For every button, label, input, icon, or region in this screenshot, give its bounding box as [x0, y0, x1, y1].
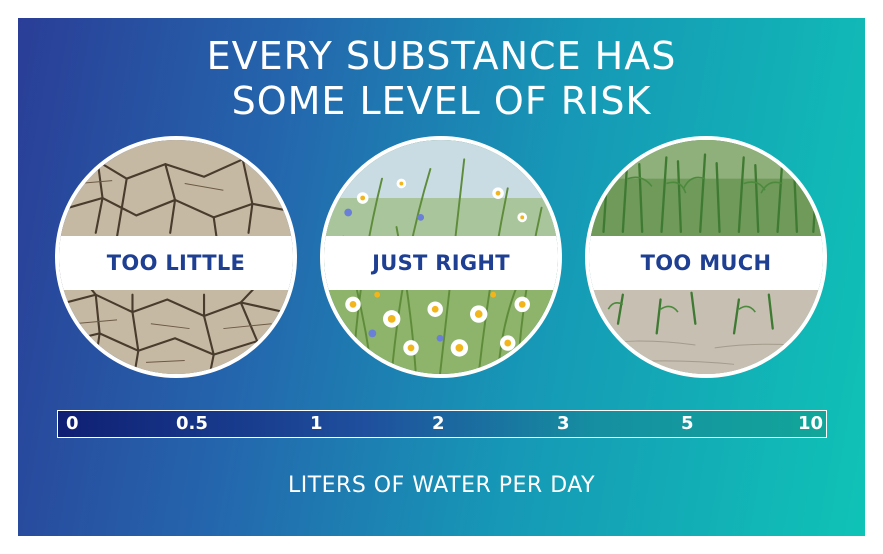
too-much-label-band: TOO MUCH: [589, 236, 823, 290]
title-line-2: SOME LEVEL OF RISK: [231, 79, 652, 123]
scale-tick-1: 1: [310, 413, 323, 434]
title-line-1: EVERY SUBSTANCE HAS: [206, 34, 677, 78]
scale-tick-0-5: 0.5: [176, 413, 208, 434]
just-right-label: JUST RIGHT: [372, 251, 510, 275]
just-right-label-band: JUST RIGHT: [324, 236, 558, 290]
too-much-panel: TOO MUCH: [585, 136, 827, 378]
too-little-label-band: TOO LITTLE: [59, 236, 293, 290]
water-scale-bar: 0 0.5 1 2 3 5 10: [57, 410, 827, 438]
scale-tick-10: 10: [798, 413, 824, 434]
scale-axis-label: LITERS OF WATER PER DAY: [287, 473, 596, 498]
too-little-panel: TOO LITTLE: [55, 136, 297, 378]
too-little-label: TOO LITTLE: [106, 251, 246, 275]
scale-tick-3: 3: [557, 413, 570, 434]
just-right-panel: JUST RIGHT: [320, 136, 562, 378]
scale-tick-5: 5: [681, 413, 694, 434]
scale-tick-0: 0: [66, 413, 79, 434]
scale-tick-2: 2: [432, 413, 445, 434]
page-title: EVERY SUBSTANCE HAS SOME LEVEL OF RISK: [18, 34, 865, 124]
too-much-label: TOO MUCH: [640, 251, 772, 275]
infographic-card: EVERY SUBSTANCE HAS SOME LEVEL OF RISK: [18, 18, 865, 536]
